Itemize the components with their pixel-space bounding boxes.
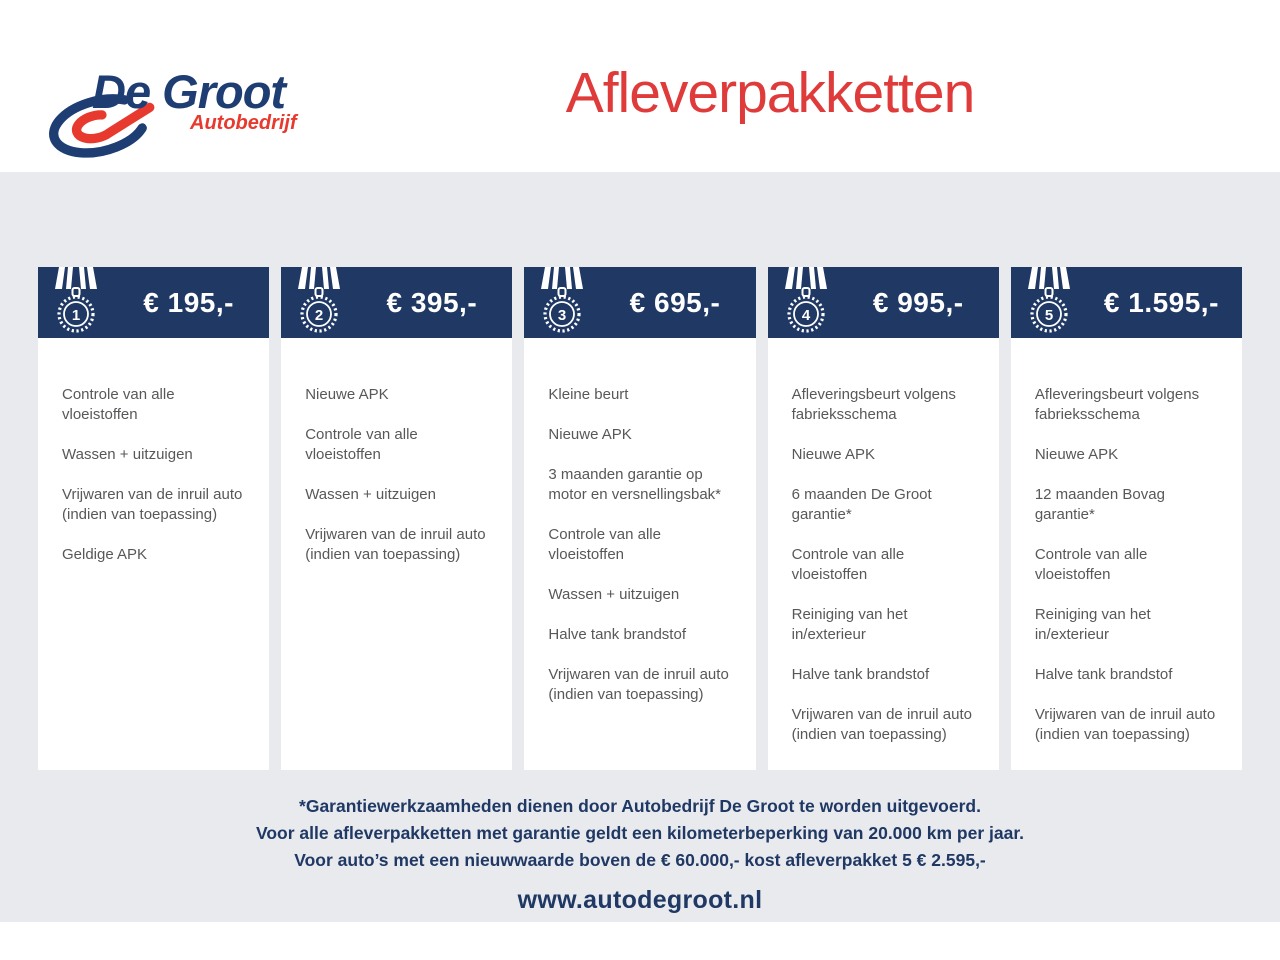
package-item: 6 maanden De Groot garantie* — [791, 486, 932, 523]
package-item: Nieuwe APK — [1034, 446, 1119, 463]
footnotes: *Garantiewerkzaamheden dienen door Autob… — [0, 793, 1280, 874]
package-item-list: Afleveringsbeurt volgens fabrieksschema N… — [768, 338, 999, 765]
de-groot-swoosh-icon — [49, 94, 155, 158]
medal-4-icon: 4 — [768, 267, 844, 338]
medal-5-icon: 5 — [1011, 267, 1087, 338]
package-item: Vrijwaren van de inruil auto (indien van… — [1034, 706, 1216, 743]
package-card-1: 1 € 195,- Controle van alle vloeistoffen… — [38, 267, 270, 770]
package-card-4: 4 € 995,- Afleveringsbeurt volgens fabri… — [767, 267, 999, 770]
package-price: € 1.595,- — [1103, 286, 1219, 318]
package-price: € 995,- — [872, 286, 964, 318]
package-price: € 395,- — [386, 286, 478, 318]
brand-name: De Groot — [92, 65, 286, 118]
package-cards: 1 € 195,- Controle van alle vloeistoffen… — [38, 267, 1243, 770]
package-item: Halve tank brandstof — [1034, 666, 1173, 683]
page-title: Afleverpakketten — [565, 61, 976, 125]
package-price: € 195,- — [143, 286, 234, 318]
package-item: Reiniging van het in/exterieur — [1034, 606, 1151, 643]
package-item: Nieuwe APK — [305, 386, 389, 403]
package-header: 2 € 395,- — [281, 267, 513, 338]
package-item: Halve tank brandstof — [791, 666, 930, 683]
package-item: Controle van alle vloeistoffen — [305, 426, 418, 463]
package-item: Geldige APK — [62, 546, 148, 563]
medal-number: 2 — [315, 307, 323, 324]
package-item: Controle van alle vloeistoffen — [62, 386, 175, 423]
footnote-line: Voor auto’s met een nieuwwaarde boven de… — [294, 850, 986, 870]
package-item: Wassen + uitzuigen — [548, 586, 680, 603]
medal-number: 5 — [1045, 307, 1053, 324]
bottom-white-strip — [0, 922, 1280, 960]
footnote-line: Voor alle afleverpakketten met garantie … — [255, 823, 1025, 843]
package-item: Vrijwaren van de inruil auto (indien van… — [62, 486, 243, 523]
package-item: Nieuwe APK — [548, 426, 632, 443]
medal-number: 1 — [72, 307, 80, 324]
medal-1-icon: 1 — [38, 267, 114, 338]
footnote-line: *Garantiewerkzaamheden dienen door Autob… — [299, 796, 981, 816]
website-url: www.autodegroot.nl — [517, 886, 763, 914]
package-card-5: 5 € 1.595,- Afleveringsbeurt volgens fab… — [1010, 267, 1243, 770]
package-item: Afleveringsbeurt volgens fabrieksschema — [1034, 386, 1200, 423]
medal-number: 3 — [558, 307, 566, 324]
package-item: Halve tank brandstof — [548, 626, 686, 643]
package-item: Reiniging van het in/exterieur — [791, 606, 908, 643]
package-item-list: Kleine beurt Nieuwe APK 3 maanden garantie… — [524, 338, 755, 725]
package-item: Vrijwaren van de inruil auto (indien van… — [548, 666, 729, 703]
package-card-3: 3 € 695,- Kleine beurt Nieuwe APK 3 maande… — [524, 267, 756, 770]
medal-3-icon: 3 — [524, 267, 600, 338]
package-header: 5 € 1.595,- — [1010, 267, 1243, 338]
package-header: 3 € 695,- — [524, 267, 756, 338]
package-item: Nieuwe APK — [791, 446, 875, 463]
brand-tagline: Autobedrijf — [190, 112, 297, 134]
medal-2-icon: 2 — [281, 267, 357, 338]
package-item: Wassen + uitzuigen — [62, 446, 193, 463]
de-groot-logo: De Groot Autobedrijf — [40, 56, 340, 166]
package-price: € 695,- — [629, 286, 721, 318]
header: De Groot Autobedrijf Afleverpakketten — [0, 0, 1280, 172]
package-item: Controle van alle vloeistoffen — [791, 546, 905, 583]
package-item: Wassen + uitzuigen — [305, 486, 436, 503]
package-item-list: Controle van alle vloeistoffen Wassen + u… — [38, 338, 269, 585]
medal-number: 4 — [801, 307, 810, 324]
package-item: Controle van alle vloeistoffen — [1034, 546, 1148, 583]
package-item: Vrijwaren van de inruil auto (indien van… — [791, 706, 972, 743]
package-item: Vrijwaren van de inruil auto (indien van… — [305, 526, 486, 563]
package-item: Controle van alle vloeistoffen — [548, 526, 661, 563]
package-item: 12 maanden Bovag garantie* — [1034, 486, 1165, 523]
package-item: Kleine beurt — [548, 386, 629, 403]
package-item: Afleveringsbeurt volgens fabrieksschema — [791, 386, 956, 423]
package-item-list: Nieuwe APK Controle van alle vloeistoffen… — [281, 338, 512, 585]
package-item: 3 maanden garantie op motor en versnelli… — [548, 466, 721, 503]
package-card-2: 2 € 395,- Nieuwe APK Controle van alle vl… — [281, 267, 513, 770]
package-header: 1 € 195,- — [38, 267, 270, 338]
package-item-list: Afleveringsbeurt volgens fabrieksschema N… — [1011, 338, 1242, 765]
package-header: 4 € 995,- — [767, 267, 999, 338]
